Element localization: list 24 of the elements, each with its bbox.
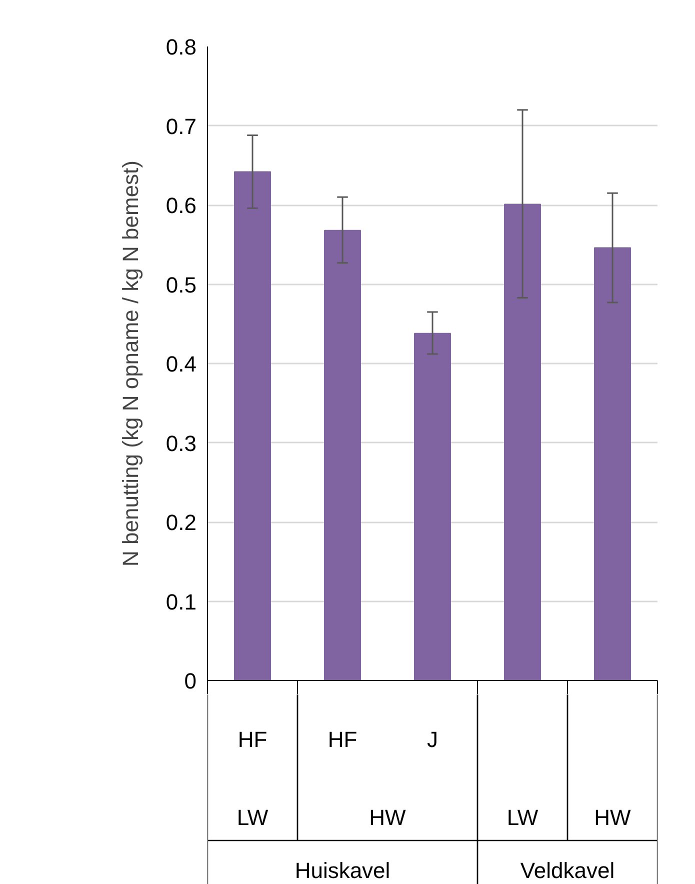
bar (414, 332, 451, 680)
text: Veldkavel (520, 858, 615, 883)
y-tick-label: 0.2 (166, 510, 197, 535)
y-tick-label: 0.7 (166, 114, 197, 139)
y-tick-label: 0.5 (166, 272, 197, 298)
bar (324, 230, 361, 680)
y-tick-label: 0.3 (166, 430, 197, 456)
y-tick-label: 0 (184, 668, 197, 694)
text: Huiskavel (294, 858, 390, 883)
text: LW (236, 805, 268, 830)
x-tick-label: HF (328, 727, 358, 752)
y-tick-label: 0.4 (166, 352, 197, 376)
text: LW (506, 805, 538, 830)
x-tick-label: J (427, 727, 438, 752)
y-tick-label: 0.8 (166, 34, 197, 60)
text: HW (594, 805, 632, 830)
text: HW (369, 805, 406, 830)
y-tick-label: 0.6 (166, 193, 197, 218)
bar (504, 204, 541, 680)
x-tick-label: HF (238, 727, 268, 752)
bar (594, 247, 631, 680)
y-tick-label: 0.1 (166, 589, 197, 614)
y-axis-title: N benutting (kg N opname / kg N bemest) (118, 160, 143, 566)
bar (234, 171, 271, 680)
